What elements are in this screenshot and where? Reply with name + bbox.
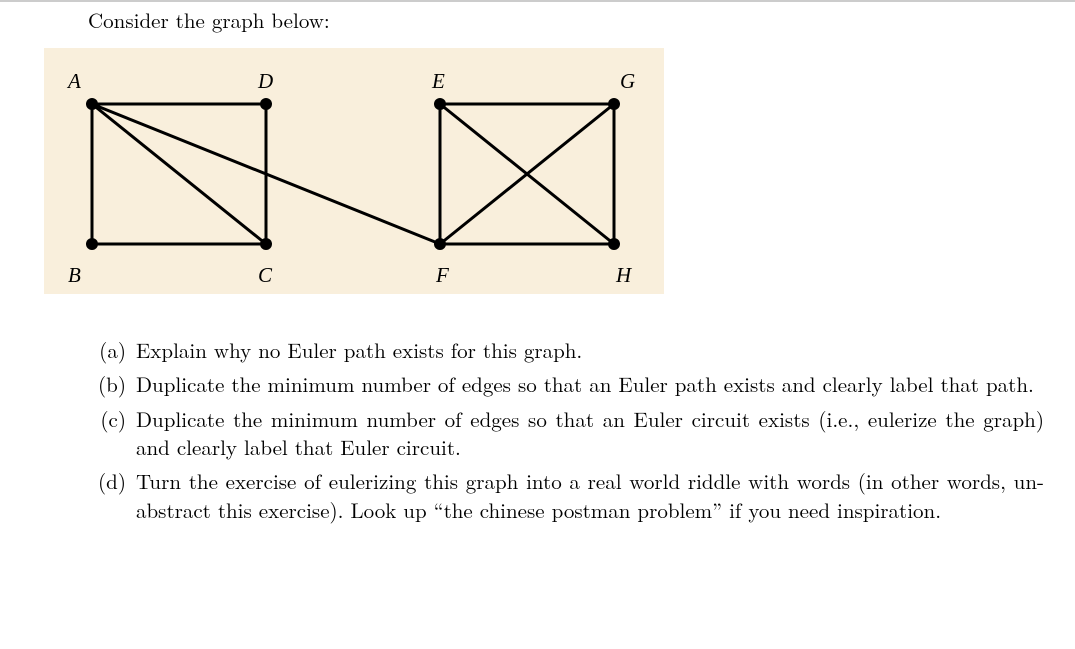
vertex-label-G: G <box>620 69 635 94</box>
question-body: Turn the exercise of eulerizing this gra… <box>136 467 1044 524</box>
vertex-D <box>260 98 272 110</box>
vertex-E <box>434 98 446 110</box>
vertex-B <box>86 238 98 250</box>
intro-text: Consider the graph below: <box>88 8 330 33</box>
questions-list: (a)Explain why no Euler path exists for … <box>84 336 1044 530</box>
question-item: (d)Turn the exercise of eulerizing this … <box>84 467 1044 524</box>
question-item: (b)Duplicate the minimum number of edges… <box>84 370 1044 398</box>
question-body: Duplicate the minimum number of edges so… <box>136 405 1044 462</box>
edge-A-C <box>92 104 266 244</box>
question-label: (d) <box>84 467 136 495</box>
question-label: (b) <box>84 370 136 398</box>
vertex-label-F: F <box>436 263 449 288</box>
vertex-label-E: E <box>432 69 445 94</box>
vertex-C <box>260 238 272 250</box>
vertex-label-H: H <box>616 263 631 288</box>
question-label: (c) <box>84 405 136 433</box>
question-body: Explain why no Euler path exists for thi… <box>136 336 1044 364</box>
graph-svg <box>44 48 664 294</box>
question-item: (c)Duplicate the minimum number of edges… <box>84 405 1044 462</box>
vertex-G <box>608 98 620 110</box>
vertex-label-A: A <box>68 69 81 94</box>
top-rule <box>0 0 1075 2</box>
question-item: (a)Explain why no Euler path exists for … <box>84 336 1044 364</box>
vertex-F <box>434 238 446 250</box>
graph-figure: A D E G B C F H <box>44 48 664 294</box>
question-body: Duplicate the minimum number of edges so… <box>136 370 1044 398</box>
page: Consider the graph below: A D E G B C F H (a)Ex… <box>0 0 1075 649</box>
vertex-label-C: C <box>258 263 272 288</box>
vertex-label-B: B <box>68 263 81 288</box>
vertex-H <box>608 238 620 250</box>
vertex-label-D: D <box>258 69 273 94</box>
vertex-A <box>86 98 98 110</box>
question-label: (a) <box>84 336 136 364</box>
